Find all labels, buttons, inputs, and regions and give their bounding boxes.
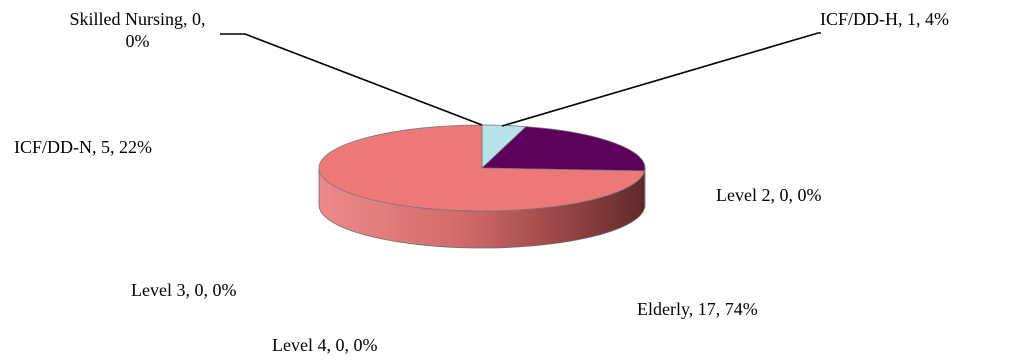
data-label-elderly: Elderly, 17, 74% <box>637 299 758 319</box>
data-label-icf-dd-n: ICF/DD-N, 5, 22% <box>14 137 152 157</box>
data-label-icf-dd-h: ICF/DD-H, 1, 4% <box>820 9 949 29</box>
pie-slice-elderly <box>318 124 646 212</box>
data-label-level-2: Level 2, 0, 0% <box>716 185 822 205</box>
pie-slice-icf-dd-n <box>481 126 646 172</box>
pie-top-slices <box>318 124 646 212</box>
leader-lines <box>220 32 821 127</box>
leader-line-icf-dd-h <box>501 32 821 127</box>
data-label-level-3: Level 3, 0, 0% <box>131 280 237 300</box>
leader-line-skilled-nursing <box>220 33 483 126</box>
data-label-level-4: Level 4, 0, 0% <box>272 335 378 355</box>
data-label-skilled-nursing: Skilled Nursing, 0, 0% <box>69 9 206 51</box>
